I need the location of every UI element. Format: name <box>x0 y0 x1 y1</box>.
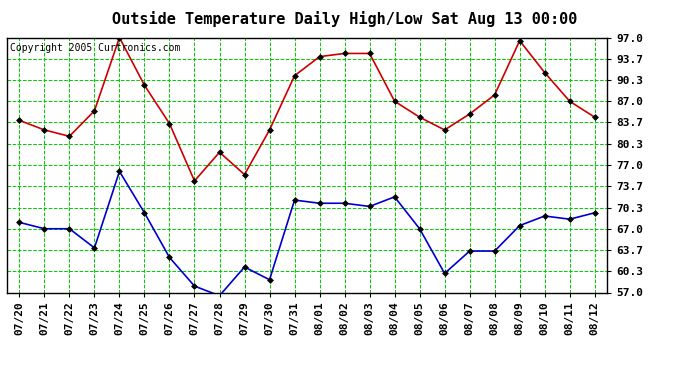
Text: Copyright 2005 Curtronics.com: Copyright 2005 Curtronics.com <box>10 43 180 52</box>
Text: Outside Temperature Daily High/Low Sat Aug 13 00:00: Outside Temperature Daily High/Low Sat A… <box>112 11 578 27</box>
